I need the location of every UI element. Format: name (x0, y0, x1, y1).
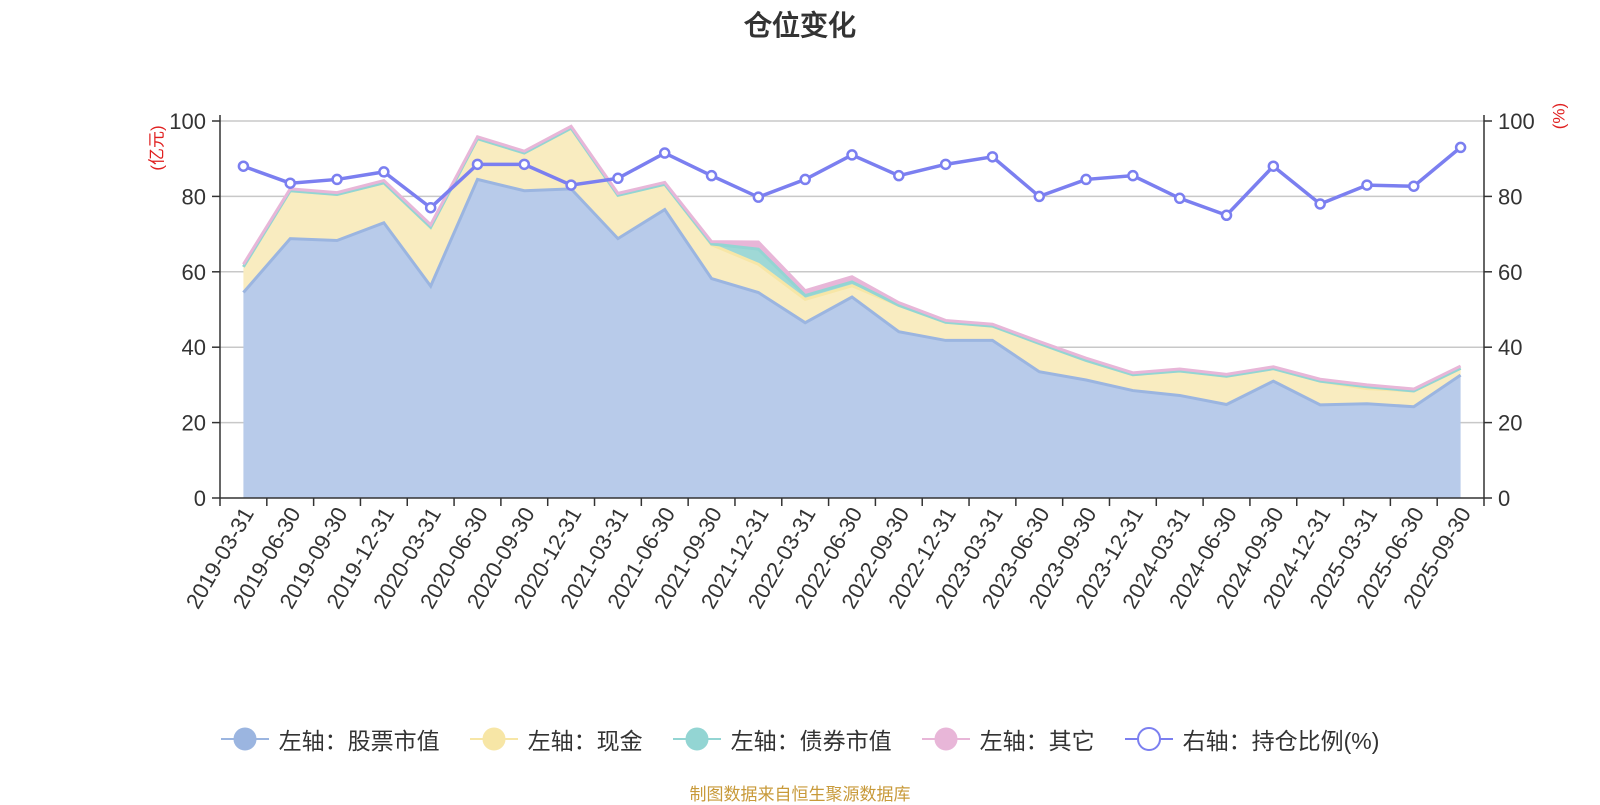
chart-title: 仓位变化 (743, 10, 856, 41)
ratio-point (1033, 190, 1046, 203)
legend-label: 左轴：现金 (527, 728, 643, 754)
ratio-point (1314, 198, 1326, 210)
ratio-point (284, 177, 296, 189)
left-axis-tick-label: 20 (182, 411, 206, 436)
ratio-point (1220, 209, 1233, 221)
right-axis-unit-label: (%) (1549, 103, 1568, 129)
ratio-point (658, 147, 671, 159)
ratio-point (799, 173, 811, 186)
area-左轴：股票市值 (243, 179, 1461, 498)
stacked-areas (242, 124, 1462, 498)
ratio-point (986, 151, 999, 163)
ratio-point (1454, 141, 1467, 154)
left-axis-unit-label: (亿元) (147, 125, 166, 170)
legend-item[interactable]: 右轴：持仓比例(%) (1124, 722, 1380, 756)
ratio-point (1127, 169, 1139, 182)
legend-swatch-icon (469, 727, 518, 751)
ratio-point (1080, 173, 1092, 186)
ratio-point (893, 169, 905, 182)
right-axis-tick-label: 0 (1498, 486, 1510, 511)
ratio-point (1267, 160, 1280, 172)
ratio-point (237, 160, 250, 172)
ratio-point (424, 201, 437, 214)
legend-item[interactable]: 左轴：其它 (921, 722, 1095, 756)
right-axis-tick-label: 100 (1498, 109, 1535, 134)
right-axis-tick-label: 60 (1498, 260, 1522, 285)
ratio-point (1361, 179, 1373, 191)
data-source-note: 制图数据来自恒生聚源数据库 (689, 785, 911, 804)
ratio-point (331, 173, 343, 186)
left-axis-tick-label: 40 (182, 335, 206, 360)
legend-swatch-icon (672, 727, 721, 751)
chart-legend: 左轴：股票市值 左轴：现金 左轴：债券市值 左轴：其它 右轴：持仓比例(%) (0, 722, 1600, 756)
ratio-point (471, 158, 484, 171)
ratio-point (752, 191, 765, 203)
legend-item[interactable]: 左轴：股票市值 (220, 722, 440, 756)
legend-label: 左轴：其它 (979, 728, 1095, 754)
left-axis-tick-label: 60 (182, 260, 206, 285)
left-axis-tick-label: 0 (194, 486, 206, 511)
right-axis-tick-label: 40 (1498, 335, 1522, 360)
ratio-point (705, 169, 718, 182)
legend-swatch-icon (921, 727, 970, 751)
legend-label: 左轴：股票市值 (278, 728, 440, 754)
legend-swatch-icon (1124, 727, 1173, 751)
ratio-point (565, 179, 577, 191)
legend-item[interactable]: 左轴：债券市值 (672, 722, 892, 756)
right-axis-tick-label: 80 (1498, 184, 1522, 209)
ratio-point (1408, 180, 1420, 192)
left-axis-tick-label: 100 (169, 109, 206, 134)
legend-item[interactable]: 左轴：现金 (469, 722, 643, 756)
ratio-point (1173, 192, 1186, 205)
left-axis-tick-label: 80 (182, 184, 206, 209)
right-axis-tick-label: 20 (1498, 411, 1522, 436)
legend-label: 左轴：债券市值 (730, 728, 892, 754)
ratio-point (378, 166, 390, 178)
ratio-point (939, 158, 952, 171)
ratio-point (518, 158, 531, 171)
legend-swatch-icon (220, 727, 269, 751)
series-line-左轴：股票市值 (242, 177, 1462, 409)
ratio-point (846, 149, 858, 161)
legend-label: 右轴：持仓比例(%) (1182, 728, 1380, 754)
ratio-point (612, 172, 624, 185)
